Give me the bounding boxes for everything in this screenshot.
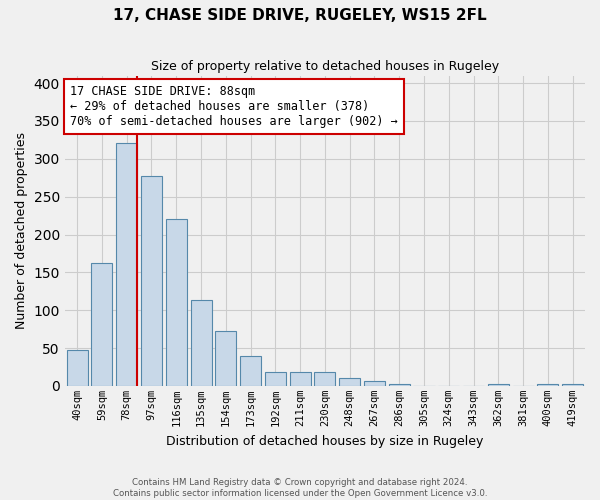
Bar bbox=[265, 372, 286, 386]
Bar bbox=[538, 384, 559, 386]
Bar bbox=[191, 300, 212, 386]
Text: Contains HM Land Registry data © Crown copyright and database right 2024.
Contai: Contains HM Land Registry data © Crown c… bbox=[113, 478, 487, 498]
Bar bbox=[141, 176, 162, 386]
Bar bbox=[91, 262, 112, 386]
Bar bbox=[389, 384, 410, 386]
Bar bbox=[166, 218, 187, 386]
X-axis label: Distribution of detached houses by size in Rugeley: Distribution of detached houses by size … bbox=[166, 434, 484, 448]
Bar bbox=[314, 372, 335, 386]
Bar bbox=[364, 380, 385, 386]
Text: 17 CHASE SIDE DRIVE: 88sqm
← 29% of detached houses are smaller (378)
70% of sem: 17 CHASE SIDE DRIVE: 88sqm ← 29% of deta… bbox=[70, 85, 398, 128]
Bar bbox=[116, 143, 137, 386]
Bar bbox=[488, 384, 509, 386]
Title: Size of property relative to detached houses in Rugeley: Size of property relative to detached ho… bbox=[151, 60, 499, 73]
Bar bbox=[562, 384, 583, 386]
Bar bbox=[290, 372, 311, 386]
Bar bbox=[215, 330, 236, 386]
Y-axis label: Number of detached properties: Number of detached properties bbox=[15, 132, 28, 329]
Bar bbox=[339, 378, 360, 386]
Bar bbox=[67, 350, 88, 386]
Text: 17, CHASE SIDE DRIVE, RUGELEY, WS15 2FL: 17, CHASE SIDE DRIVE, RUGELEY, WS15 2FL bbox=[113, 8, 487, 22]
Bar bbox=[240, 356, 261, 386]
